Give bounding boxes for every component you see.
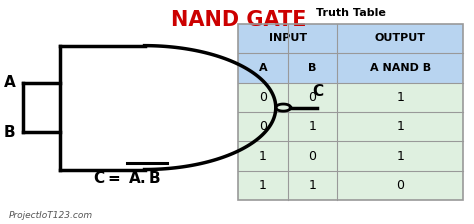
- Text: 1: 1: [259, 179, 267, 192]
- FancyBboxPatch shape: [238, 53, 463, 82]
- Text: A: A: [4, 75, 16, 90]
- FancyBboxPatch shape: [238, 112, 463, 142]
- FancyBboxPatch shape: [238, 171, 463, 200]
- Text: 1: 1: [396, 91, 404, 104]
- Text: ProjectIoT123.com: ProjectIoT123.com: [9, 211, 93, 220]
- Text: 0: 0: [309, 91, 317, 104]
- Text: B: B: [4, 125, 16, 140]
- Text: $\mathbf{A.B}$: $\mathbf{A.B}$: [128, 170, 161, 186]
- Text: C: C: [312, 84, 323, 99]
- Text: A NAND B: A NAND B: [370, 63, 431, 73]
- FancyBboxPatch shape: [238, 82, 463, 112]
- Text: Truth Table: Truth Table: [316, 8, 386, 18]
- Text: 1: 1: [396, 120, 404, 133]
- Text: 1: 1: [259, 150, 267, 163]
- Text: 1: 1: [309, 179, 317, 192]
- Text: 1: 1: [309, 120, 317, 133]
- Text: NAND GATE: NAND GATE: [171, 10, 306, 30]
- Text: A: A: [259, 63, 267, 73]
- Text: 0: 0: [309, 150, 317, 163]
- FancyBboxPatch shape: [238, 24, 463, 53]
- Text: 1: 1: [396, 150, 404, 163]
- Text: 0: 0: [259, 91, 267, 104]
- Text: 0: 0: [259, 120, 267, 133]
- Text: $\mathbf{C = }$: $\mathbf{C = }$: [93, 170, 120, 186]
- FancyBboxPatch shape: [238, 142, 463, 171]
- Text: OUTPUT: OUTPUT: [375, 33, 426, 43]
- Text: INPUT: INPUT: [269, 33, 307, 43]
- Text: 0: 0: [396, 179, 404, 192]
- Text: B: B: [308, 63, 317, 73]
